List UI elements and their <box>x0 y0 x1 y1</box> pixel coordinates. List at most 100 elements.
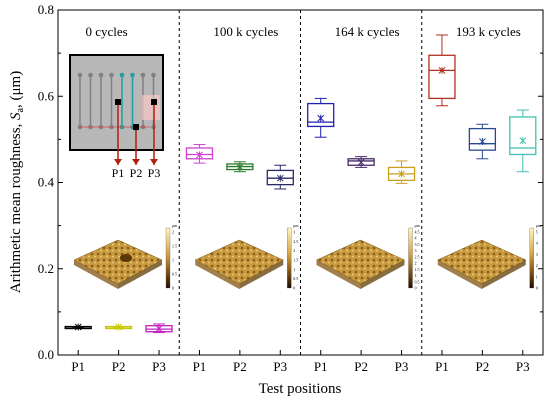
afm-colorbar-tick: 0 <box>415 286 417 291</box>
afm-colorbar-tick: 4 <box>536 241 538 246</box>
afm-colorbar-tick: 3 <box>415 248 417 253</box>
inset-probe-label: P2 <box>130 166 143 180</box>
mean-marker <box>438 66 446 74</box>
x-tick-label: P2 <box>112 359 126 374</box>
mean-marker <box>196 151 203 159</box>
x-tick-label: P3 <box>152 359 166 374</box>
box-164-k-cycles-P2 <box>347 156 375 168</box>
afm-side-right <box>481 260 526 289</box>
afm-side-left <box>74 260 118 289</box>
afm-colorbar-tick: 0.5 <box>415 279 420 284</box>
box-0-cycles-P1 <box>64 323 92 331</box>
box-body <box>468 127 497 151</box>
panel-separators <box>178 10 423 355</box>
afm-image: μm 4.543.532.5 21.510.5 0 <box>315 223 421 291</box>
box-100-k-cycles-P3 <box>266 164 294 190</box>
inset-arrow-head <box>114 159 122 165</box>
afm-pit <box>120 254 132 262</box>
afm-side-left <box>195 260 240 289</box>
afm-colorbar-tick: 2 <box>172 230 174 235</box>
afm-surface <box>315 239 406 285</box>
inset-arrow-head <box>150 159 158 165</box>
afm-image: μm 5 4 3 2 1 0 <box>437 223 542 291</box>
x-tick-label: P2 <box>354 359 368 374</box>
afm-colorbar-unit: μm <box>536 223 542 228</box>
x-tick-label: P3 <box>395 359 409 374</box>
y-axis-title-symbol: S <box>8 112 24 120</box>
afm-colorbar-unit: μm <box>415 223 421 228</box>
panel-label: 164 k cycles <box>335 24 400 39</box>
afm-colorbar-tick: 4.5 <box>415 230 420 235</box>
inset-electrode-dot <box>119 72 125 78</box>
inset-group: P1 P2 P3 <box>69 54 164 180</box>
afm-colorbar-tick: 4 <box>415 236 417 241</box>
afm-colorbar-tick: 1 <box>172 258 174 263</box>
box-body <box>428 54 456 100</box>
y-axis: 0.0 0.2 0.4 0.6 0.8 <box>38 2 543 362</box>
inset-highlight <box>142 95 160 120</box>
inset-probe-pad <box>151 99 157 105</box>
afm-surface <box>73 239 163 285</box>
inset-probe-label: P1 <box>112 166 125 180</box>
panel-label: 193 k cycles <box>456 24 521 39</box>
afm-image: μm 2 1.5 1 0.5 0 <box>73 223 178 291</box>
afm-colorbar-tick: 3 <box>536 252 538 257</box>
mean-marker <box>357 158 365 166</box>
afm-colorbar <box>408 227 413 289</box>
box-193-k-cycles-P3 <box>509 109 537 173</box>
inset-probe-pad <box>133 124 139 130</box>
inset-probe-pad <box>115 99 121 105</box>
afm-colorbar-tick: 2.5 <box>293 239 298 244</box>
x-axis-title: Test positions <box>259 381 342 397</box>
y-tick-label: 0.6 <box>38 88 55 103</box>
y-axis-title-sub: a <box>15 107 26 112</box>
y-tick-label: 0.0 <box>38 347 54 362</box>
box-body <box>185 147 214 160</box>
x-axis: P1 P2 P3 P1 P2 P3 P1 P2 P3 P1 P2 P3 <box>71 350 530 374</box>
afm-colorbar-unit: μm <box>172 223 178 228</box>
afm-colorbar <box>529 227 534 289</box>
y-tick-label: 0.4 <box>38 175 55 190</box>
panel-labels: 0 cycles 100 k cycles 164 k cycles 193 k cy… <box>86 24 521 39</box>
inset-electrode-dot <box>130 72 135 78</box>
afm-images: μm21.510.50μm32.521.510.50μm4.543.532.52… <box>73 223 542 291</box>
afm-colorbar-tick: 3 <box>293 230 295 235</box>
afm-colorbar-tick: 2 <box>415 261 417 266</box>
box-193-k-cycles-P1 <box>428 34 456 107</box>
inset-electrode-dot <box>151 72 156 78</box>
x-tick-label: P2 <box>233 359 247 374</box>
y-axis-title: Arithmetic mean roughness, Sa, (μm) <box>8 71 26 293</box>
afm-colorbar-tick: 0.5 <box>293 276 298 281</box>
mean-marker <box>317 114 325 122</box>
panel-label: 100 k cycles <box>213 24 278 39</box>
afm-colorbar-tick: 1 <box>293 267 295 272</box>
panel-label: 0 cycles <box>86 24 128 39</box>
inset-electrode-dot <box>109 72 114 78</box>
mean-marker <box>74 323 82 331</box>
x-tick-label: P3 <box>516 359 530 374</box>
afm-colorbar-tick: 1.5 <box>415 267 420 272</box>
x-tick-label: P3 <box>273 359 287 374</box>
box-100-k-cycles-P2 <box>226 161 254 173</box>
inset-arrow-head <box>132 159 140 165</box>
box-100-k-cycles-P1 <box>185 144 214 164</box>
box-164-k-cycles-P1 <box>307 97 335 138</box>
afm-side-left <box>437 260 482 289</box>
afm-side-right <box>239 260 284 289</box>
inset-electrode-dot <box>140 72 146 78</box>
afm-surface <box>437 239 527 285</box>
afm-colorbar <box>165 227 171 289</box>
inset-electrode-dot <box>77 72 83 78</box>
afm-colorbar-tick: 3.5 <box>415 242 420 247</box>
afm-image: μm 3 2.5 2 1.5 1 0.5 0 <box>194 223 299 291</box>
x-tick-label: P1 <box>314 359 328 374</box>
afm-colorbar-tick: 2.5 <box>415 254 420 259</box>
mean-marker <box>479 138 486 146</box>
mean-marker <box>115 323 122 331</box>
x-tick-label: P1 <box>193 359 207 374</box>
afm-colorbar-tick: 0 <box>536 286 538 291</box>
box-body <box>307 102 335 128</box>
box-body <box>509 116 537 156</box>
afm-colorbar-tick: 2 <box>293 248 295 253</box>
